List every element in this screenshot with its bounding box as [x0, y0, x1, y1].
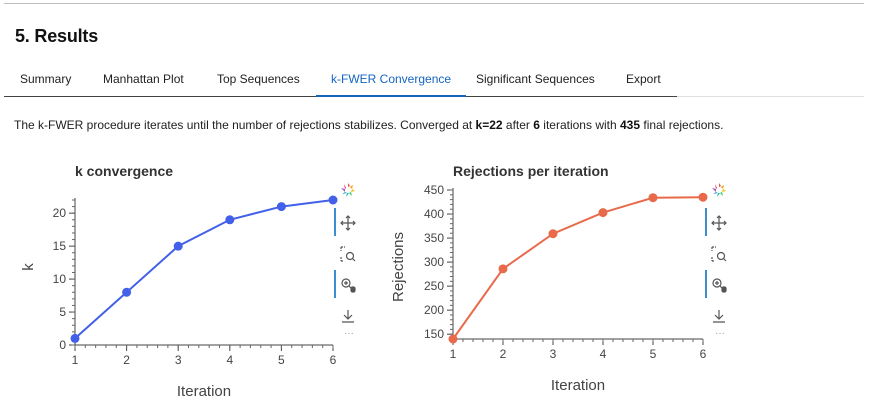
- pan-icon: [340, 215, 356, 235]
- y-tick-label: 250: [424, 279, 444, 293]
- bokeh-logo-link[interactable]: [711, 182, 727, 198]
- x-tick-label: 5: [278, 353, 285, 367]
- pan-tool[interactable]: [711, 215, 727, 231]
- description-text-4: final rejections.: [640, 118, 724, 132]
- x-tick-label: 1: [450, 347, 457, 361]
- y-axis-label: Rejections: [390, 232, 407, 302]
- more-tools-button[interactable]: ···: [344, 328, 354, 339]
- y-tick-label: 10: [53, 272, 67, 286]
- results-tabs: Summary Manhattan Plot Top Sequences k-F…: [4, 62, 864, 98]
- active-tool-indicator: [334, 270, 336, 298]
- data-point: [225, 215, 235, 225]
- x-tick-label: 6: [330, 353, 337, 367]
- description-text-2: after: [502, 118, 534, 132]
- series-line: [74, 199, 334, 340]
- pan-tool[interactable]: [340, 215, 356, 231]
- bokeh-logo-icon: [711, 183, 727, 202]
- bokeh-logo-link[interactable]: [340, 182, 356, 198]
- wheel-zoom-icon: [340, 278, 356, 297]
- y-tick-label: 20: [53, 206, 67, 220]
- save-tool[interactable]: [340, 308, 356, 324]
- box-zoom-tool[interactable]: [711, 246, 727, 262]
- box-zoom-tool[interactable]: [340, 246, 356, 262]
- y-tick-label: 15: [53, 239, 67, 253]
- pan-icon: [711, 215, 727, 235]
- data-point: [70, 333, 80, 343]
- rejections-chart[interactable]: 150 200 250 300 350 400 450 1 2 3 4 5 6 Iteration Reje…: [380, 180, 710, 410]
- data-point: [328, 195, 338, 205]
- y-tick-label: 300: [424, 255, 444, 269]
- x-tick-label: 2: [123, 353, 130, 367]
- x-tick-label: 4: [600, 347, 607, 361]
- data-point: [698, 192, 708, 202]
- x-axis-label: Iteration: [177, 383, 231, 400]
- data-point: [598, 208, 608, 218]
- data-point: [173, 241, 183, 251]
- converged-k: k=22: [475, 118, 503, 132]
- k-convergence-title: k convergence: [75, 163, 174, 179]
- data-point: [498, 264, 508, 274]
- x-tick-label: 3: [175, 353, 182, 367]
- x-axis-label: Iteration: [551, 377, 605, 394]
- tab-k-fwer-convergence[interactable]: k-FWER Convergence: [331, 72, 452, 86]
- wheel-zoom-tool[interactable]: [340, 277, 356, 293]
- x-tick-label: 6: [700, 347, 707, 361]
- convergence-description: The k-FWER procedure iterates until the …: [14, 118, 723, 132]
- x-tick-label: 5: [650, 347, 657, 361]
- box-zoom-icon: [340, 246, 356, 266]
- y-tick-label: 350: [424, 231, 444, 245]
- active-tab-indicator: [316, 95, 466, 97]
- x-tick-label: 4: [226, 353, 233, 367]
- active-tool-indicator: [705, 270, 707, 298]
- x-tick-label: 3: [550, 347, 557, 361]
- data-point: [448, 334, 458, 344]
- rejections-toolbar: ···: [705, 182, 731, 347]
- box-zoom-icon: [711, 246, 727, 266]
- y-tick-label: 400: [424, 207, 444, 221]
- y-tick-label: 0: [59, 338, 66, 352]
- x-tick-label: 2: [500, 347, 507, 361]
- save-icon: [340, 310, 356, 328]
- top-divider: [4, 3, 864, 4]
- y-tick-label: 450: [424, 183, 444, 197]
- data-point: [276, 202, 286, 212]
- y-tick-label: 150: [424, 327, 444, 341]
- page-title: 5. Results: [15, 26, 99, 46]
- active-tool-indicator: [705, 208, 707, 236]
- series-line: [452, 196, 704, 340]
- save-tool[interactable]: [711, 308, 727, 324]
- rejections-title: Rejections per iteration: [453, 163, 609, 179]
- data-point: [648, 193, 658, 203]
- wheel-zoom-tool[interactable]: [711, 277, 727, 293]
- description-text-1: The k-FWER procedure iterates until the …: [14, 118, 476, 132]
- data-point: [122, 287, 132, 297]
- bokeh-logo-icon: [340, 183, 356, 202]
- final-rejections: 435: [620, 118, 641, 132]
- more-tools-button[interactable]: ···: [715, 328, 725, 339]
- k-convergence-chart[interactable]: 0 5 10 15 20 1 2 3 4 5 6 Iteration k: [0, 180, 340, 410]
- wheel-zoom-icon: [711, 278, 727, 297]
- iteration-count: 6: [533, 118, 540, 132]
- tab-summary[interactable]: Summary: [20, 72, 72, 86]
- y-axis-label: k: [20, 263, 37, 271]
- x-tick-label: 1: [72, 353, 79, 367]
- y-tick-label: 200: [424, 303, 444, 317]
- save-icon: [711, 310, 727, 328]
- tab-manhattan-plot[interactable]: Manhattan Plot: [103, 72, 184, 86]
- tab-top-sequences[interactable]: Top Sequences: [217, 72, 300, 86]
- k-convergence-toolbar: ···: [334, 182, 360, 347]
- y-tick-label: 5: [59, 305, 66, 319]
- active-tool-indicator: [334, 208, 336, 236]
- description-text-3: iterations with: [539, 118, 620, 132]
- tab-export[interactable]: Export: [626, 72, 661, 86]
- data-point: [548, 229, 558, 239]
- tab-significant-sequences[interactable]: Significant Sequences: [476, 72, 595, 86]
